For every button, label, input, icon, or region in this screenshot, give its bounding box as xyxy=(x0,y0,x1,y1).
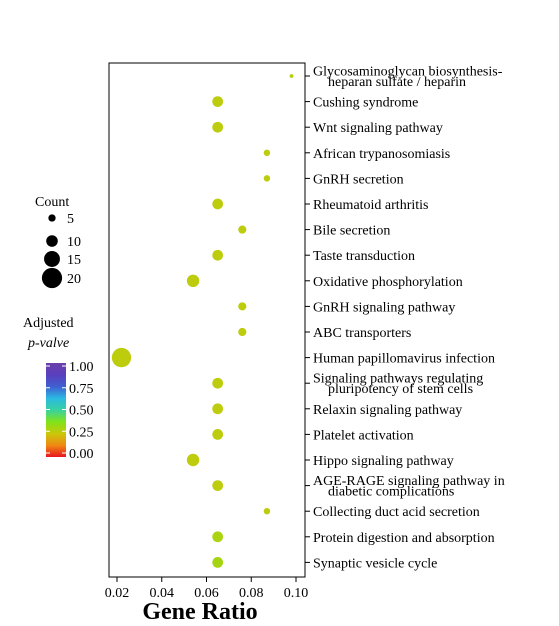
y-tick-label: Platelet activation xyxy=(313,428,414,443)
x-axis-label: Gene Ratio xyxy=(142,599,257,625)
count-legend-dot xyxy=(44,251,60,267)
data-point xyxy=(212,377,224,389)
data-point xyxy=(263,149,271,157)
colorbar-tick-label: 0.00 xyxy=(69,447,94,462)
data-point xyxy=(212,249,224,261)
p-value-legend-title-line2: p-valve xyxy=(27,336,69,351)
data-point xyxy=(212,121,224,133)
y-tick-label: GnRH signaling pathway xyxy=(313,300,455,315)
data-point xyxy=(289,74,294,78)
data-point xyxy=(212,557,224,568)
count-legend-dot xyxy=(48,214,56,222)
y-tick-label: Glycosaminoglycan biosynthesis- xyxy=(313,65,503,80)
p-value-legend-title-line1: Adjusted xyxy=(23,316,74,331)
points-layer xyxy=(111,74,294,568)
y-tick-label: African trypanosomiasis xyxy=(313,147,450,162)
y-tick-label: Protein digestion and absorption xyxy=(313,531,495,546)
data-point xyxy=(186,453,200,467)
colorbar-tick-label: 1.00 xyxy=(69,360,94,375)
count-legend: Count 5 10 15 20 xyxy=(35,195,81,289)
data-point xyxy=(238,225,247,234)
count-legend-dot xyxy=(41,267,63,289)
y-tick-label: GnRH secretion xyxy=(313,172,404,187)
y-axis: Glycosaminoglycan biosynthesis-heparan s… xyxy=(305,65,505,571)
count-legend-label: 20 xyxy=(67,272,81,287)
data-point xyxy=(238,327,247,337)
count-legend-title: Count xyxy=(35,195,69,210)
x-tick-label: 0.06 xyxy=(194,586,219,601)
y-tick-label: Signaling pathways regulating xyxy=(313,372,483,387)
y-tick-label: Hippo signaling pathway xyxy=(313,454,454,469)
y-tick-label: Collecting duct acid secretion xyxy=(313,505,480,520)
data-point xyxy=(212,403,224,415)
p-value-colorbar xyxy=(46,363,66,457)
y-tick-label: Oxidative phosphorylation xyxy=(313,275,463,290)
count-legend-label: 5 xyxy=(67,212,74,227)
data-point xyxy=(212,480,224,491)
colorbar-tick-label: 0.75 xyxy=(69,382,94,397)
y-tick-label: Relaxin signaling pathway xyxy=(313,403,462,418)
y-tick-label-continued: heparan sulfate / heparin xyxy=(328,75,466,90)
y-tick-label-continued: pluripotency of stem cells xyxy=(328,382,473,397)
plot-panel xyxy=(108,62,306,578)
y-tick-label: Wnt signaling pathway xyxy=(313,121,443,136)
p-value-legend: Adjusted p-valve 1.00 0.75 0.50 0.25 0.00 xyxy=(23,316,94,462)
y-tick-label: Rheumatoid arthritis xyxy=(313,198,428,213)
data-point xyxy=(212,96,224,107)
data-point xyxy=(212,429,224,440)
data-point xyxy=(263,507,271,515)
y-tick-label: Synaptic vesicle cycle xyxy=(313,556,437,571)
y-tick-label: Cushing syndrome xyxy=(313,96,418,111)
y-tick-label: Bile secretion xyxy=(313,224,390,239)
colorbar-tick-label: 0.25 xyxy=(69,425,94,440)
x-tick-label: 0.02 xyxy=(105,586,130,601)
y-tick-label: Taste transduction xyxy=(313,249,415,264)
x-tick-label: 0.04 xyxy=(150,586,175,601)
count-legend-label: 10 xyxy=(67,235,81,250)
data-point xyxy=(263,175,271,182)
data-point xyxy=(186,274,200,288)
y-tick-label-continued: diabetic complications xyxy=(328,485,454,500)
colorbar-tick-label: 0.50 xyxy=(69,404,94,419)
y-tick-label: AGE-RAGE signaling pathway in xyxy=(313,474,505,489)
y-tick-label: Human papillomavirus infection xyxy=(313,352,495,367)
x-tick-label: 0.08 xyxy=(239,586,264,601)
count-legend-label: 15 xyxy=(67,253,81,268)
y-tick-label: ABC transporters xyxy=(313,326,411,341)
x-tick-label: 0.10 xyxy=(284,586,309,601)
count-legend-dot xyxy=(46,235,58,247)
data-point xyxy=(238,302,247,311)
x-axis: 0.02 0.04 0.06 0.08 0.10 xyxy=(105,577,309,601)
data-point xyxy=(111,347,132,368)
data-point xyxy=(212,198,224,210)
data-point xyxy=(212,531,224,543)
